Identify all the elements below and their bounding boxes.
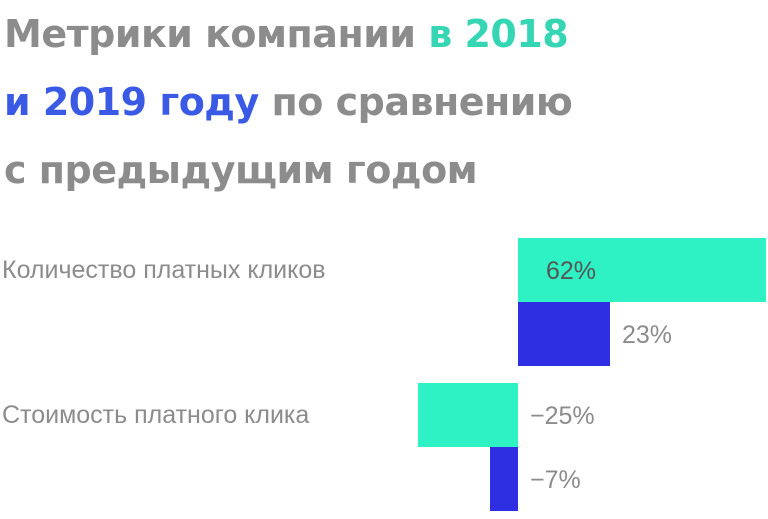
category-label-cost: Стоимость платного клика — [2, 401, 310, 429]
title-line-3: с предыдущим годом — [4, 136, 572, 204]
title-text-gray-1: Метрики компании — [4, 12, 429, 56]
value-label-cost-series-1: −25% — [530, 402, 595, 430]
title-line-2: и 2019 году по сравнению — [4, 68, 573, 136]
value-label-clicks-series-1: 62% — [546, 257, 596, 285]
title-text-gray-3: с предыдущим годом — [4, 148, 478, 192]
title-text-gray-2: по сравнению — [258, 80, 573, 124]
value-label-cost-series-2: −7% — [530, 466, 581, 494]
title-year-2018: в 2018 — [428, 12, 569, 56]
chart-title: Метрики компании в 2018 и 2019 году по с… — [4, 0, 573, 204]
title-line-1: Метрики компании в 2018 — [4, 0, 572, 68]
bar-clicks-series-2 — [518, 302, 610, 366]
title-year-2019: и 2019 году — [4, 80, 259, 124]
bar-clicks-series-1 — [518, 238, 766, 302]
bar-cost-series-2 — [490, 447, 518, 511]
category-label-clicks: Количество платных кликов — [2, 256, 326, 284]
bar-cost-series-1 — [418, 383, 518, 447]
value-label-clicks-series-2: 23% — [622, 321, 672, 349]
